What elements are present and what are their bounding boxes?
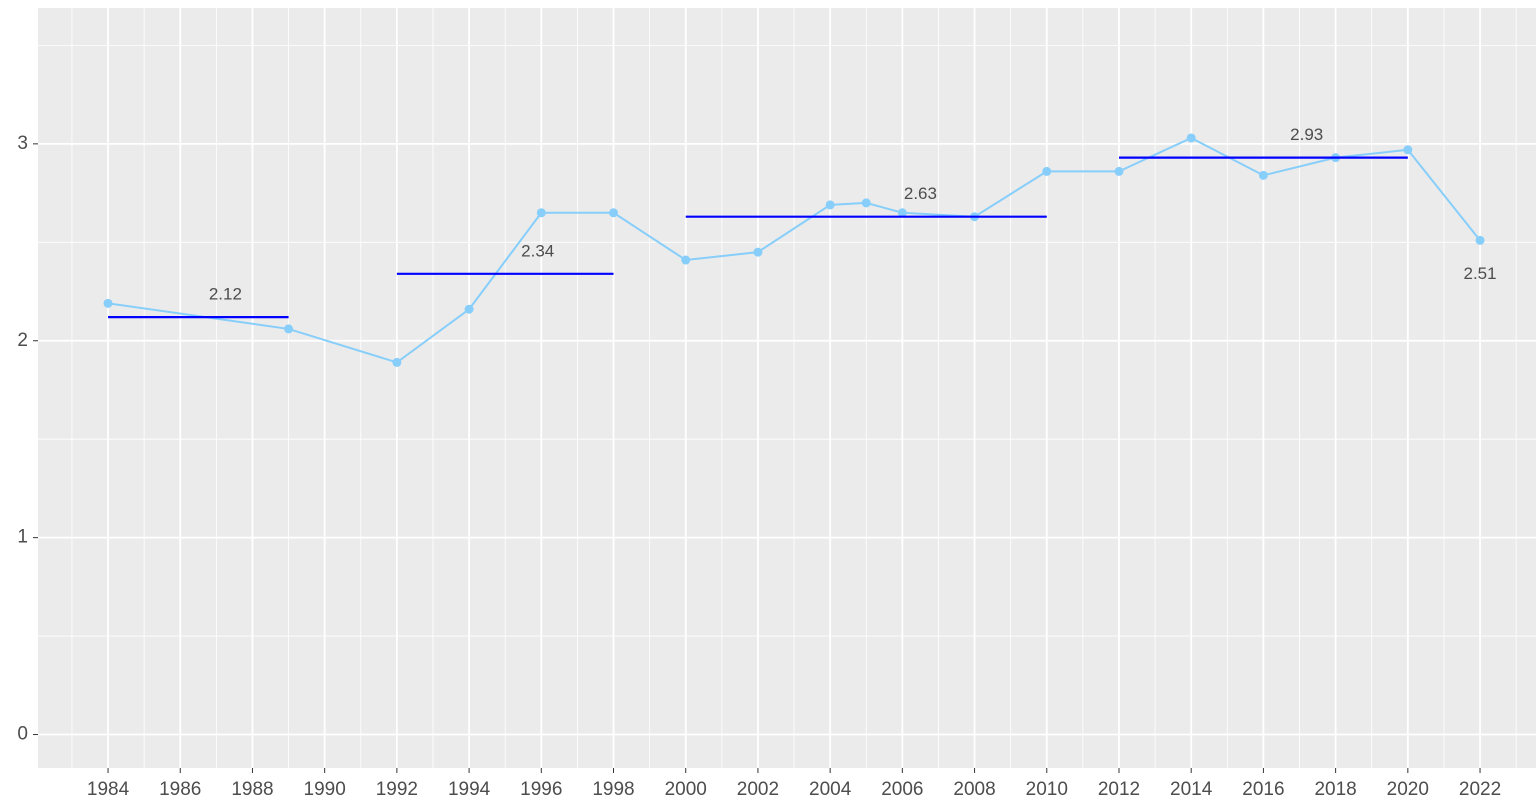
data-point xyxy=(392,357,402,367)
data-point xyxy=(897,208,907,218)
data-point xyxy=(861,198,871,208)
data-point xyxy=(464,304,474,314)
y-tick-label: 0 xyxy=(17,724,28,745)
x-tick-label: 2016 xyxy=(1242,779,1284,800)
x-tick-label: 2012 xyxy=(1098,779,1140,800)
data-point xyxy=(1114,166,1124,176)
x-tick-label: 1992 xyxy=(376,779,418,800)
data-point xyxy=(1042,166,1052,176)
panel xyxy=(38,8,1536,768)
x-tick-label: 2014 xyxy=(1170,779,1213,800)
x-tick-label: 2018 xyxy=(1314,779,1356,800)
data-point xyxy=(609,208,619,218)
data-point xyxy=(1186,133,1196,143)
x-tick-label: 2000 xyxy=(665,779,707,800)
x-tick-label: 1988 xyxy=(231,779,273,800)
data-point xyxy=(1403,145,1413,155)
x-tick-label: 2022 xyxy=(1459,779,1501,800)
data-point xyxy=(284,324,294,334)
data-point xyxy=(753,247,763,257)
data-point xyxy=(1475,235,1485,245)
mean-label: 2.51 xyxy=(1463,264,1496,283)
x-tick-label: 2008 xyxy=(953,779,995,800)
y-tick-label: 3 xyxy=(17,133,28,154)
data-point xyxy=(1258,170,1268,180)
x-tick-label: 1996 xyxy=(520,779,562,800)
data-point xyxy=(536,208,546,218)
data-point xyxy=(681,255,691,265)
mean-label: 2.34 xyxy=(521,241,554,260)
x-tick-label: 2002 xyxy=(737,779,779,800)
x-tick-label: 2020 xyxy=(1387,779,1429,800)
x-tick-label: 1998 xyxy=(592,779,634,800)
x-tick-label: 2004 xyxy=(809,779,852,800)
x-tick-label: 1994 xyxy=(448,779,491,800)
mean-label: 2.63 xyxy=(904,184,937,203)
data-point xyxy=(103,298,113,308)
x-tick-label: 2006 xyxy=(881,779,923,800)
mean-label: 2.12 xyxy=(209,285,242,304)
x-tick-label: 1990 xyxy=(304,779,346,800)
x-tick-label: 1986 xyxy=(159,779,201,800)
data-point xyxy=(825,200,835,210)
y-tick-label: 1 xyxy=(17,527,28,548)
y-tick-label: 2 xyxy=(17,330,28,351)
mean-label: 2.93 xyxy=(1290,125,1323,144)
x-tick-label: 2010 xyxy=(1026,779,1068,800)
x-tick-label: 1984 xyxy=(87,779,130,800)
